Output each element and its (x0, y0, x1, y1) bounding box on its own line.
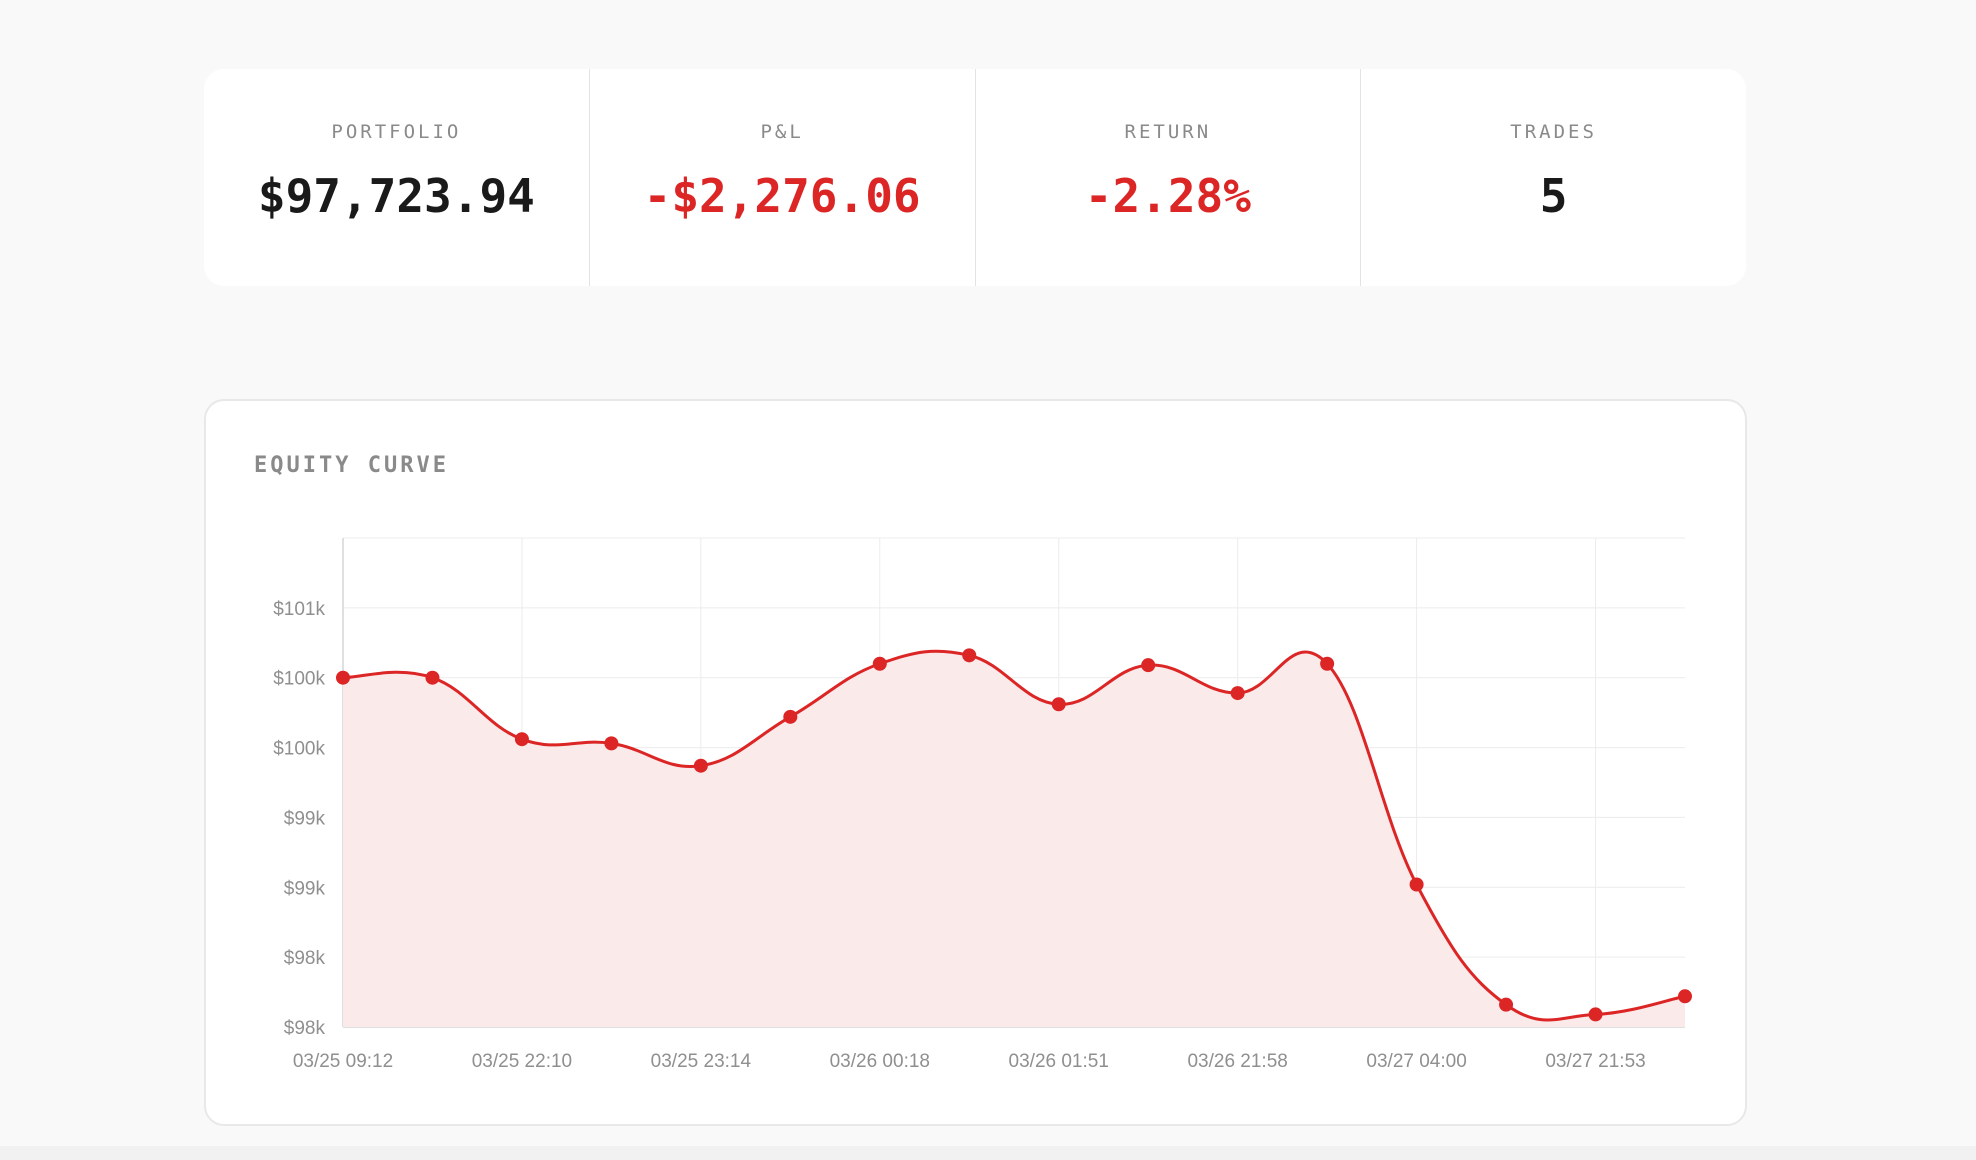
data-point (514, 732, 529, 747)
data-point (1409, 877, 1424, 892)
equity-chart: $98k $98k $99k $99k $100k $100k $101k 03/25 09:… (273, 537, 1692, 1072)
stat-value: -2.28% (1084, 169, 1251, 223)
x-tick-label: 03/27 04:00 (1366, 1051, 1466, 1072)
data-point (1320, 656, 1335, 671)
stat-label: TRADES (1510, 121, 1597, 143)
stat-value: 5 (1539, 169, 1568, 223)
y-tick-label: $99k (284, 878, 326, 899)
y-tick-label: $98k (284, 1018, 326, 1039)
data-point (872, 656, 887, 671)
stat-label: RETURN (1124, 121, 1212, 143)
stat-portfolio: PORTFOLIO $97,723.94 (204, 69, 590, 286)
data-point (962, 648, 977, 663)
data-point (1588, 1007, 1603, 1022)
data-point (693, 758, 708, 773)
data-point (1051, 697, 1066, 712)
data-point (1678, 989, 1692, 1004)
data-point (1230, 686, 1245, 701)
chart-title: EQUITY CURVE (254, 453, 449, 478)
data-point (783, 709, 798, 724)
data-point (1499, 997, 1514, 1012)
x-tick-label: 03/25 23:14 (651, 1051, 752, 1072)
y-tick-label: $98k (284, 948, 326, 969)
y-tick-label: $101k (273, 599, 325, 620)
x-tick-label: 03/26 01:51 (1009, 1051, 1109, 1072)
stat-label: PORTFOLIO (331, 121, 462, 143)
x-tick-label: 03/26 21:58 (1187, 1051, 1287, 1072)
x-tick-label: 03/26 00:18 (830, 1051, 930, 1072)
data-point (1141, 658, 1156, 673)
stat-value: $97,723.94 (257, 169, 535, 223)
stat-pnl: P&L -$2,276.06 (590, 69, 976, 286)
stat-value: -$2,276.06 (643, 169, 921, 223)
stats-panel: PORTFOLIO $97,723.94 P&L -$2,276.06 RETU… (204, 69, 1746, 286)
y-tick-label: $100k (273, 739, 325, 760)
data-point (604, 736, 619, 751)
data-point (425, 670, 440, 685)
equity-area-fill (343, 651, 1685, 1027)
y-tick-label: $100k (273, 669, 325, 690)
x-tick-label: 03/25 22:10 (472, 1051, 572, 1072)
bottom-strip (0, 1146, 1976, 1160)
x-tick-label: 03/27 21:53 (1545, 1051, 1645, 1072)
stat-trades: TRADES 5 (1361, 69, 1746, 286)
x-tick-label: 03/25 09:12 (293, 1051, 393, 1072)
stat-label: P&L (760, 121, 804, 143)
stat-return: RETURN -2.28% (976, 69, 1362, 286)
y-tick-label: $99k (284, 808, 326, 829)
equity-curve-card: EQUITY CURVE $98k $98k $99k $99k $100k $100k $… (204, 399, 1747, 1126)
data-point (336, 670, 350, 685)
